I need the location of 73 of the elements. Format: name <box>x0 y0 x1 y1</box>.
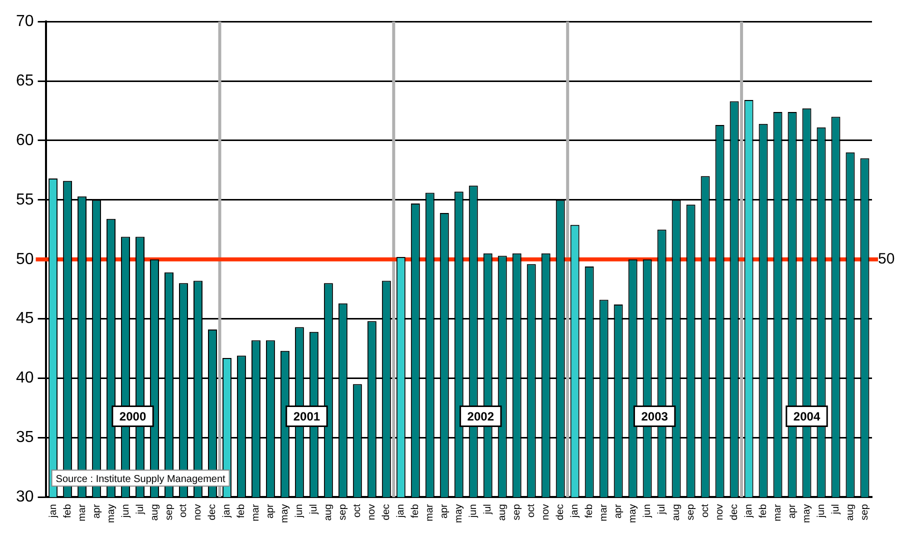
x-tick-label: nov <box>366 504 378 520</box>
x-tick-label: may <box>280 504 291 524</box>
annotation: 2004 <box>793 410 820 424</box>
x-tick-label: jan <box>48 504 59 518</box>
y-tick-label: 70 <box>16 13 34 30</box>
y-tick-label: 45 <box>16 310 34 328</box>
x-tick-label: aug <box>845 504 856 521</box>
y-tick-label: 60 <box>16 132 34 149</box>
x-tick-label: oct <box>700 504 712 518</box>
x-tick-label: apr <box>91 503 102 519</box>
x-tick-label: sep <box>860 504 871 520</box>
x-tick-label: jan <box>396 504 407 518</box>
annotation: 2002 <box>467 410 494 424</box>
x-tick-label: jul <box>830 504 842 516</box>
x-tick-label: jun <box>642 504 654 518</box>
x-tick-label: mar <box>772 503 784 522</box>
x-tick-label: may <box>106 504 117 524</box>
ref-line-label: 50 <box>878 250 895 268</box>
x-tick-label: jun <box>816 504 828 518</box>
y-tick-label: 55 <box>16 191 34 208</box>
x-tick-label: dec <box>555 504 566 520</box>
y-tick-label: 50 <box>16 250 34 268</box>
x-tick-label: feb <box>236 504 248 518</box>
x-tick-label: nov <box>714 504 726 520</box>
x-tick-label: oct <box>526 504 538 518</box>
x-tick-label: oct <box>178 504 190 518</box>
x-tick-label: feb <box>584 504 596 518</box>
annotation: 2003 <box>641 410 668 424</box>
x-tick-label: dec <box>729 504 740 520</box>
x-tick-label: mar <box>424 503 436 522</box>
annotation: 2001 <box>293 410 320 424</box>
x-tick-label: aug <box>671 504 682 521</box>
x-tick-label: may <box>628 504 639 524</box>
x-tick-label: apr <box>613 503 624 519</box>
x-tick-label: feb <box>62 504 74 518</box>
x-tick-label: jan <box>570 504 581 518</box>
x-tick-label: jan <box>222 504 233 518</box>
x-tick-label: jun <box>294 504 306 518</box>
x-tick-label: apr <box>439 503 450 519</box>
y-tick-label: 65 <box>16 72 34 90</box>
x-tick-label: nov <box>192 504 204 520</box>
x-tick-label: aug <box>497 504 508 521</box>
x-tick-label: feb <box>410 504 422 518</box>
x-tick-label: dec <box>381 504 392 520</box>
y-tick-label: 35 <box>16 429 34 446</box>
x-tick-label: jul <box>134 504 146 516</box>
x-tick-label: mar <box>250 503 262 522</box>
annotation: Source : Institute Supply Management <box>56 474 226 485</box>
x-tick-label: jul <box>656 504 668 516</box>
x-tick-label: jan <box>744 504 755 518</box>
x-tick-label: may <box>802 504 813 524</box>
x-tick-label: mar <box>598 503 610 522</box>
x-tick-label: aug <box>323 504 334 521</box>
x-tick-label: apr <box>787 503 798 519</box>
x-tick-label: oct <box>352 504 364 518</box>
annotation: 2000 <box>119 410 146 424</box>
x-tick-label: sep <box>164 504 175 520</box>
x-tick-label: jun <box>120 504 132 518</box>
x-tick-label: may <box>454 504 465 524</box>
y-tick-label: 40 <box>16 370 34 387</box>
x-tick-label: sep <box>512 504 523 520</box>
x-tick-label: aug <box>149 504 160 521</box>
x-tick-label: jul <box>308 504 320 516</box>
x-tick-label: sep <box>686 504 697 520</box>
x-tick-label: apr <box>265 503 276 519</box>
x-tick-label: jul <box>482 504 494 516</box>
x-tick-label: feb <box>758 504 770 518</box>
y-tick-label: 30 <box>16 488 34 506</box>
x-tick-label: mar <box>76 503 88 522</box>
x-tick-label: sep <box>338 504 349 520</box>
x-tick-label: dec <box>207 504 218 520</box>
x-tick-label: jun <box>468 504 480 518</box>
x-tick-label: nov <box>540 504 552 520</box>
